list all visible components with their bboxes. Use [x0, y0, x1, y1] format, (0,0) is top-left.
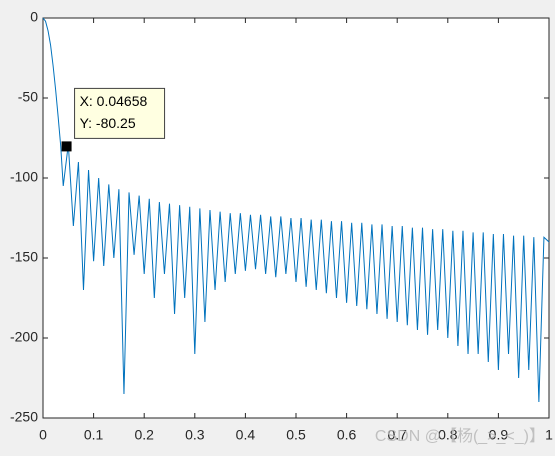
- x-tick-label: 0.2: [134, 427, 154, 443]
- x-tick-label: 0.3: [185, 427, 205, 443]
- datatip-marker: [61, 141, 72, 152]
- x-tick-label: 0.7: [387, 427, 407, 443]
- y-tick-label: -200: [10, 329, 38, 345]
- y-tick-label: -150: [10, 249, 38, 265]
- data-line: [42, 17, 550, 403]
- x-tick-label: 0.6: [337, 427, 357, 443]
- plot-area: [42, 17, 550, 419]
- x-tick-label: 0.4: [236, 427, 256, 443]
- x-tick-label: 0.9: [489, 427, 509, 443]
- y-tick-label: -100: [10, 169, 38, 185]
- x-tick-label: 0.5: [286, 427, 306, 443]
- y-tick-label: 0: [30, 9, 38, 25]
- datatip-y: Y: -80.25: [80, 115, 136, 131]
- datatip-box: [74, 87, 166, 139]
- x-tick-label: 0: [39, 427, 47, 443]
- x-tick-label: 1: [545, 427, 553, 443]
- y-tick-label: -250: [10, 409, 38, 425]
- y-tick-label: -50: [18, 89, 38, 105]
- x-tick-label: 0.1: [84, 427, 104, 443]
- datatip-x: X: 0.04658: [80, 93, 148, 109]
- x-tick-label: 0.8: [438, 427, 458, 443]
- watermark: CSDN @【杨(_>_<_)】: [375, 427, 545, 445]
